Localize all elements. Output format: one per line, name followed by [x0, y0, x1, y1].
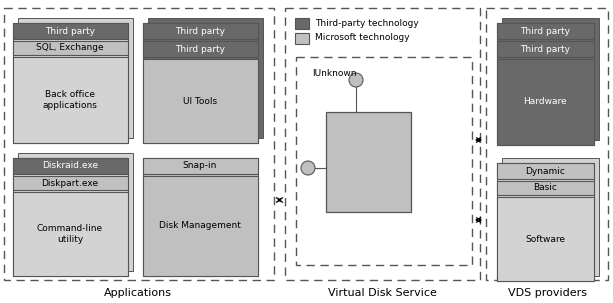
Text: UI Tools: UI Tools	[183, 96, 217, 105]
Text: Software: Software	[525, 235, 565, 244]
Bar	[143, 59, 258, 143]
Bar	[295, 33, 309, 44]
Bar	[18, 18, 133, 138]
Text: Back office
applications: Back office applications	[42, 90, 97, 110]
Bar	[13, 41, 128, 55]
Bar	[18, 153, 133, 271]
Text: Virtual Disk Service: Virtual Disk Service	[327, 288, 436, 298]
Bar	[497, 23, 594, 39]
Text: Third-party technology: Third-party technology	[315, 18, 419, 28]
Bar	[295, 18, 309, 29]
Bar	[497, 23, 594, 145]
Bar	[497, 197, 594, 281]
Text: Dynamic: Dynamic	[525, 167, 565, 175]
Text: Third party: Third party	[520, 45, 570, 54]
Bar	[143, 41, 258, 57]
Bar	[4, 8, 274, 280]
Bar	[13, 158, 128, 174]
Bar	[502, 158, 599, 276]
Bar	[13, 57, 128, 143]
Circle shape	[349, 73, 363, 87]
Bar	[497, 181, 594, 195]
Bar	[285, 8, 480, 280]
Bar	[497, 41, 594, 57]
Text: SQL, Exchange: SQL, Exchange	[36, 44, 104, 52]
Bar	[486, 8, 608, 280]
Text: Microsoft technology: Microsoft technology	[315, 34, 409, 42]
Text: Diskraid.exe: Diskraid.exe	[42, 161, 98, 171]
Text: Third party: Third party	[175, 26, 225, 35]
Text: Hardware: Hardware	[523, 98, 567, 106]
Text: Disk Management: Disk Management	[159, 221, 241, 231]
Text: VDS providers: VDS providers	[508, 288, 587, 298]
Bar	[326, 112, 411, 212]
Bar	[497, 163, 594, 179]
Bar	[13, 23, 128, 143]
Text: Third party: Third party	[520, 26, 570, 35]
Bar	[497, 59, 594, 145]
Bar	[143, 176, 258, 276]
Text: Snap-in: Snap-in	[183, 161, 217, 171]
Bar	[13, 158, 128, 276]
Text: Diskpart.exe: Diskpart.exe	[42, 178, 99, 188]
Bar	[497, 163, 594, 281]
Bar	[502, 18, 599, 140]
Bar	[13, 23, 128, 39]
Bar	[143, 158, 258, 174]
Text: IUnknown: IUnknown	[312, 68, 357, 78]
Bar	[13, 192, 128, 276]
Text: Applications: Applications	[104, 288, 172, 298]
Bar	[296, 57, 472, 265]
Text: Basic: Basic	[533, 184, 557, 192]
Text: Third party: Third party	[45, 26, 95, 35]
Bar	[143, 158, 258, 276]
Bar	[143, 23, 258, 143]
Text: Command-line
utility: Command-line utility	[37, 224, 103, 244]
Circle shape	[301, 161, 315, 175]
Text: Third party: Third party	[175, 45, 225, 54]
Bar	[13, 176, 128, 190]
Bar	[148, 18, 263, 138]
Bar	[143, 23, 258, 39]
